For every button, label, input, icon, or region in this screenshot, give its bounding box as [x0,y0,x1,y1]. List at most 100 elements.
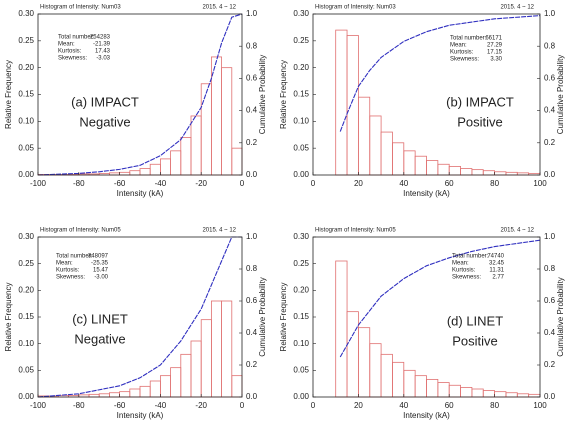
x-tick-label: 40 [399,401,408,410]
stat-value: 74740 [487,254,504,260]
y2-tick-label: 0.4 [246,328,258,337]
bar [505,171,518,176]
stat-value: 254283 [90,35,111,41]
y-tick-label: 0.05 [18,143,34,152]
y2-tick-label: 0.4 [246,106,258,115]
bar [403,150,416,176]
bar [190,340,202,398]
chart-subtitle: 2015. 4 ~ 12 [500,5,534,11]
bar [460,386,473,398]
bar [139,385,151,398]
stat-value: 2.77 [492,275,504,281]
y-tick-label: 0.10 [293,339,309,348]
stat-label: Skewness: [450,57,479,63]
y2-tick-label: 0.2 [544,360,556,369]
stat-label: Kurtosis: [58,49,82,55]
y2-tick-label: 0.2 [246,138,258,147]
y-tick-label: 0.10 [18,116,34,125]
y2-tick-label: 0.2 [544,138,556,147]
bar [109,392,121,398]
bar [448,384,461,398]
bar [482,390,496,398]
y2-tick-label: 0.4 [544,328,556,337]
bar [149,163,161,176]
stat-value: 17.43 [95,49,111,55]
y2-tick-label: 0.0 [246,170,258,179]
x-tick-label: 40 [399,179,408,188]
x-axis-label: Intensity (kA) [117,189,164,198]
bar [494,391,507,398]
y-axis-label: Relative Frequency [4,283,13,352]
bar [380,131,393,176]
annotation: Positive [452,333,498,348]
annotation: (a) IMPACT [71,94,139,109]
bar [437,163,450,176]
bar [437,382,450,398]
annotation: Negative [79,114,130,129]
y2-tick-label: 0.6 [544,74,556,83]
stat-label: Skewness: [58,56,87,62]
bar [346,35,359,176]
x-tick-label: -100 [30,401,47,410]
stat-value: -3.00 [94,275,108,281]
stat-label: Mean: [56,261,73,267]
y2-tick-label: 0.0 [544,392,556,401]
stat-label: Mean: [58,42,75,48]
bar [392,142,405,176]
chart-title: Histogram of Intensity: Num05 [40,228,121,234]
y2-tick-label: 0.2 [246,360,258,369]
y-tick-label: 0.10 [293,116,309,125]
y-tick-label: 0.00 [293,170,309,179]
bar [129,170,141,176]
bar [119,391,131,398]
x-tick-label: -80 [73,401,85,410]
bar [210,300,222,398]
y2-tick-label: 1.0 [246,9,258,18]
stat-label: Total number: [452,254,489,260]
chart-subtitle: 2015. 4 ~ 12 [202,5,236,11]
x-tick-label: -40 [155,401,167,410]
bar [159,375,171,398]
bar [200,83,212,176]
bar [460,168,473,176]
bar [180,137,192,176]
stat-label: Kurtosis: [452,268,476,274]
annotation: Negative [74,331,125,346]
cumulative-line [37,236,242,398]
x-tick-label: 80 [490,179,499,188]
stat-value: 15.47 [93,268,109,274]
y-tick-label: 0.25 [293,36,309,45]
y2-tick-label: 0.4 [544,106,556,115]
stat-value: 32.45 [489,261,505,267]
y-tick-label: 0.25 [18,259,34,268]
stat-value: 66171 [485,36,502,42]
stat-value: 3.30 [490,57,502,63]
y-tick-label: 0.30 [18,232,34,241]
y2-tick-label: 0.6 [246,74,258,83]
cumulative-line [339,239,541,358]
bar [414,155,427,176]
y-axis-label: Relative Frequency [279,60,288,129]
y-tick-label: 0.20 [18,63,34,72]
y-tick-label: 0.15 [293,312,309,321]
y2-tick-label: 0.6 [544,296,556,305]
x-tick-label: 60 [445,401,454,410]
bar [200,319,212,398]
stat-value: 27.29 [487,43,503,49]
x-tick-label: 80 [490,401,499,410]
bar [357,327,371,398]
bar [392,361,405,398]
bar [471,169,484,176]
y-tick-label: 0.20 [293,63,309,72]
bar [335,29,348,176]
y2-tick-label: 0.6 [246,296,258,305]
bar [426,378,439,398]
x-axis-label: Intensity (kA) [403,411,450,420]
x-tick-label: 20 [354,179,363,188]
x-tick-label: 100 [533,401,547,410]
bar [190,115,202,176]
y-tick-label: 0.20 [293,285,309,294]
x-tick-label: -20 [195,401,207,410]
bar [159,158,171,176]
